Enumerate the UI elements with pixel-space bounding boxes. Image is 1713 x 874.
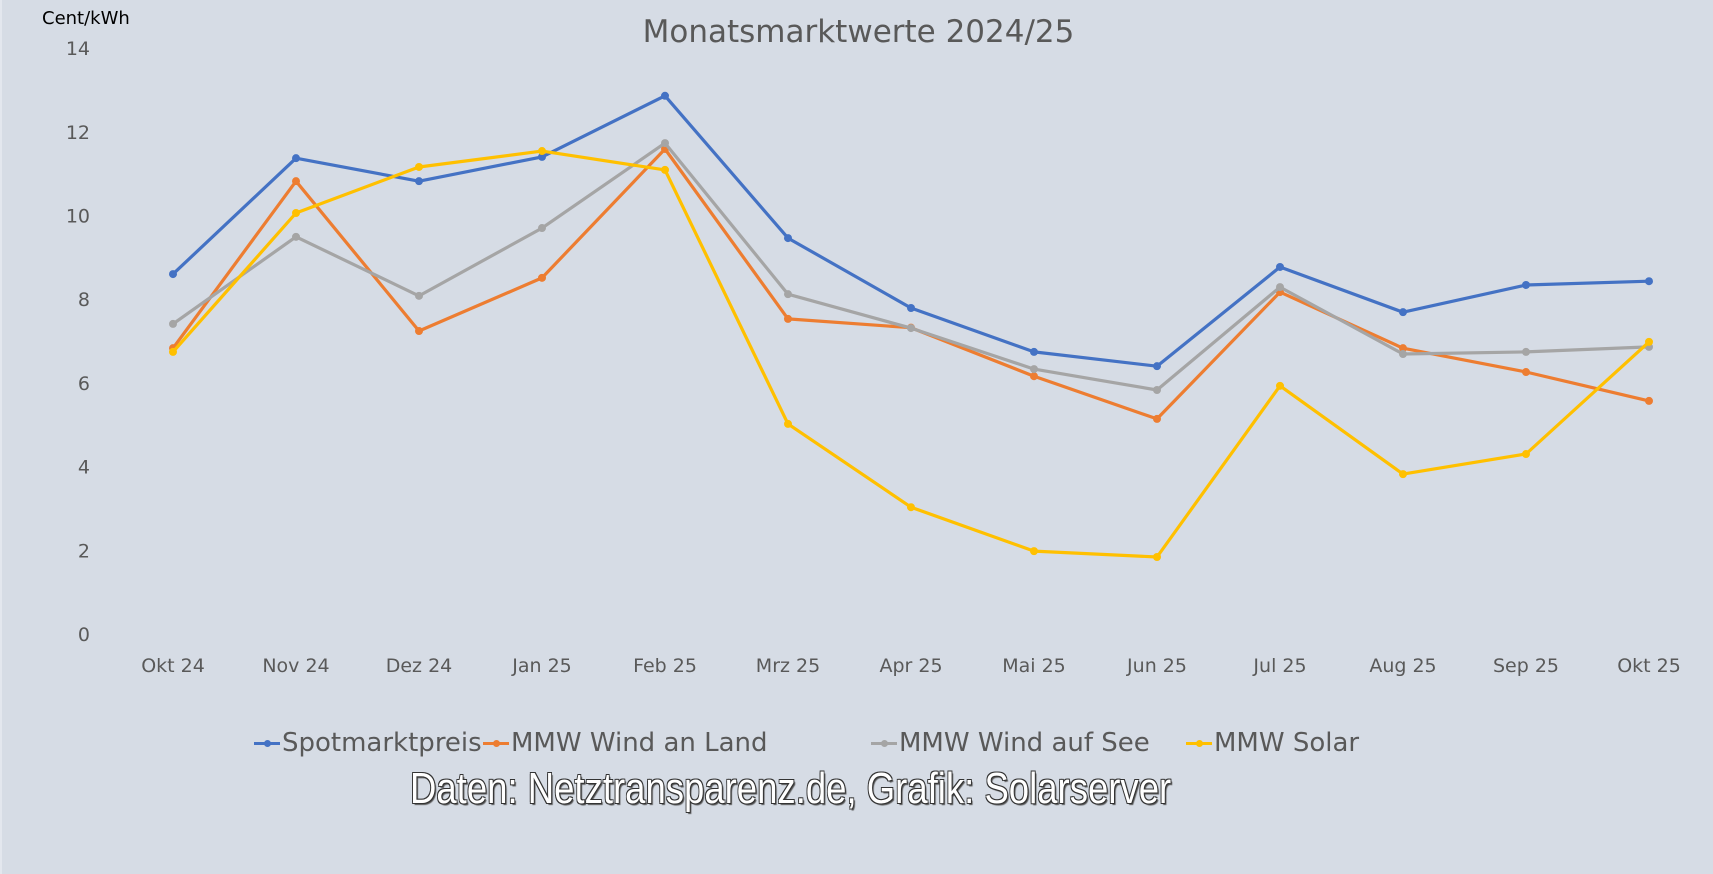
x-tick-label: Mai 25 — [1002, 655, 1066, 677]
data-point-marker[interactable] — [169, 319, 177, 328]
data-point-marker[interactable] — [1153, 552, 1161, 561]
data-point-marker[interactable] — [784, 290, 792, 299]
x-tick-label: Dez 24 — [386, 655, 453, 677]
data-point-marker[interactable] — [661, 165, 669, 174]
y-tick-label: 12 — [66, 122, 90, 144]
data-point-marker[interactable] — [1399, 470, 1407, 479]
data-point-marker[interactable] — [292, 232, 300, 241]
x-tick-label: Mrz 25 — [756, 655, 820, 677]
x-tick-label: Sep 25 — [1493, 655, 1559, 677]
data-point-marker[interactable] — [415, 291, 423, 300]
legend-label: MMW Wind an Land — [511, 728, 768, 758]
series-lines — [169, 91, 1653, 561]
y-tick-label: 6 — [78, 373, 90, 395]
chart-title: Monatsmarktwerte 2024/25 — [642, 14, 1075, 50]
data-point-marker[interactable] — [907, 303, 915, 312]
legend-label: MMW Wind auf See — [899, 728, 1150, 758]
legend-label: Spotmarktpreis — [282, 728, 482, 758]
y-tick-label: 2 — [78, 540, 90, 562]
data-point-marker[interactable] — [292, 154, 300, 163]
data-point-marker[interactable] — [1522, 347, 1530, 356]
line-marker-icon — [254, 739, 280, 747]
data-point-marker[interactable] — [1030, 347, 1038, 356]
y-tick-label: 10 — [66, 206, 90, 228]
data-point-marker[interactable] — [1030, 372, 1038, 381]
legend-item-wind-auf-see[interactable]: MMW Wind auf See — [871, 726, 1150, 760]
data-point-marker[interactable] — [1645, 277, 1653, 286]
data-point-marker[interactable] — [1153, 386, 1161, 395]
data-point-marker[interactable] — [1276, 381, 1284, 390]
data-point-marker[interactable] — [292, 177, 300, 186]
source-credit: Daten: Netztransparenz.de, Grafik: Solar… — [410, 764, 1172, 813]
series-mmw-solar[interactable] — [169, 147, 1653, 561]
data-point-marker[interactable] — [1522, 280, 1530, 289]
legend-item-wind-an-land[interactable]: MMW Wind an Land — [483, 726, 768, 760]
x-axis-ticks: Okt 24 Nov 24 Dez 24 Jan 25 Feb 25 Mrz 25 Apr … — [141, 655, 1681, 677]
data-point-marker[interactable] — [907, 324, 915, 333]
legend-item-spotmarktpreis[interactable]: Spotmarktpreis — [254, 726, 482, 760]
x-tick-label: Feb 25 — [633, 655, 697, 677]
x-tick-label: Okt 25 — [1617, 655, 1681, 677]
x-tick-label: Aug 25 — [1369, 655, 1436, 677]
y-axis-unit-label: Cent/kWh — [42, 8, 130, 29]
data-point-marker[interactable] — [784, 419, 792, 428]
data-point-marker[interactable] — [169, 270, 177, 279]
x-tick-label: Apr 25 — [879, 655, 942, 677]
data-point-marker[interactable] — [1030, 365, 1038, 374]
legend-label: MMW Solar — [1214, 728, 1360, 758]
y-tick-label: 0 — [78, 624, 90, 646]
x-tick-label: Jul 25 — [1252, 655, 1306, 677]
legend: Spotmarktpreis MMW Wind an Land MMW Wind… — [2, 726, 1713, 760]
data-point-marker[interactable] — [1645, 337, 1653, 346]
series-line — [172, 141, 1650, 392]
data-point-marker[interactable] — [538, 147, 546, 156]
data-point-marker[interactable] — [784, 234, 792, 243]
data-point-marker[interactable] — [1276, 283, 1284, 292]
data-point-marker[interactable] — [292, 208, 300, 217]
series-mmw-wind-auf-see[interactable] — [169, 139, 1653, 395]
data-point-marker[interactable] — [1522, 450, 1530, 459]
data-point-marker[interactable] — [415, 177, 423, 186]
data-point-marker[interactable] — [538, 152, 546, 161]
x-tick-label: Jun 25 — [1126, 655, 1187, 677]
data-point-marker[interactable] — [1399, 344, 1407, 353]
data-point-marker[interactable] — [1399, 308, 1407, 317]
data-point-marker[interactable] — [415, 327, 423, 336]
data-point-marker[interactable] — [1645, 396, 1653, 405]
line-marker-icon — [1186, 739, 1212, 747]
data-point-marker[interactable] — [538, 273, 546, 282]
y-tick-label: 14 — [66, 38, 90, 60]
data-point-marker[interactable] — [1522, 368, 1530, 377]
data-point-marker[interactable] — [907, 503, 915, 512]
legend-item-solar[interactable]: MMW Solar — [1186, 726, 1359, 760]
line-marker-icon — [483, 739, 509, 747]
data-point-marker[interactable] — [661, 139, 669, 148]
data-point-marker[interactable] — [415, 162, 423, 171]
data-point-marker[interactable] — [169, 347, 177, 356]
data-point-marker[interactable] — [1030, 547, 1038, 556]
x-tick-label: Jan 25 — [511, 655, 572, 677]
y-tick-label: 4 — [78, 457, 90, 479]
data-point-marker[interactable] — [1276, 262, 1284, 271]
data-point-marker[interactable] — [1153, 414, 1161, 423]
line-marker-icon — [871, 739, 897, 747]
x-tick-label: Nov 24 — [262, 655, 329, 677]
data-point-marker[interactable] — [538, 224, 546, 233]
data-point-marker[interactable] — [661, 91, 669, 100]
data-point-marker[interactable] — [1399, 350, 1407, 359]
series-spotmarktpreis[interactable] — [169, 91, 1653, 371]
data-point-marker[interactable] — [784, 314, 792, 323]
y-tick-label: 8 — [78, 289, 90, 311]
x-tick-label: Okt 24 — [141, 655, 205, 677]
data-point-marker[interactable] — [1153, 362, 1161, 371]
y-axis-ticks: 0 2 4 6 8 10 12 14 — [66, 38, 90, 646]
